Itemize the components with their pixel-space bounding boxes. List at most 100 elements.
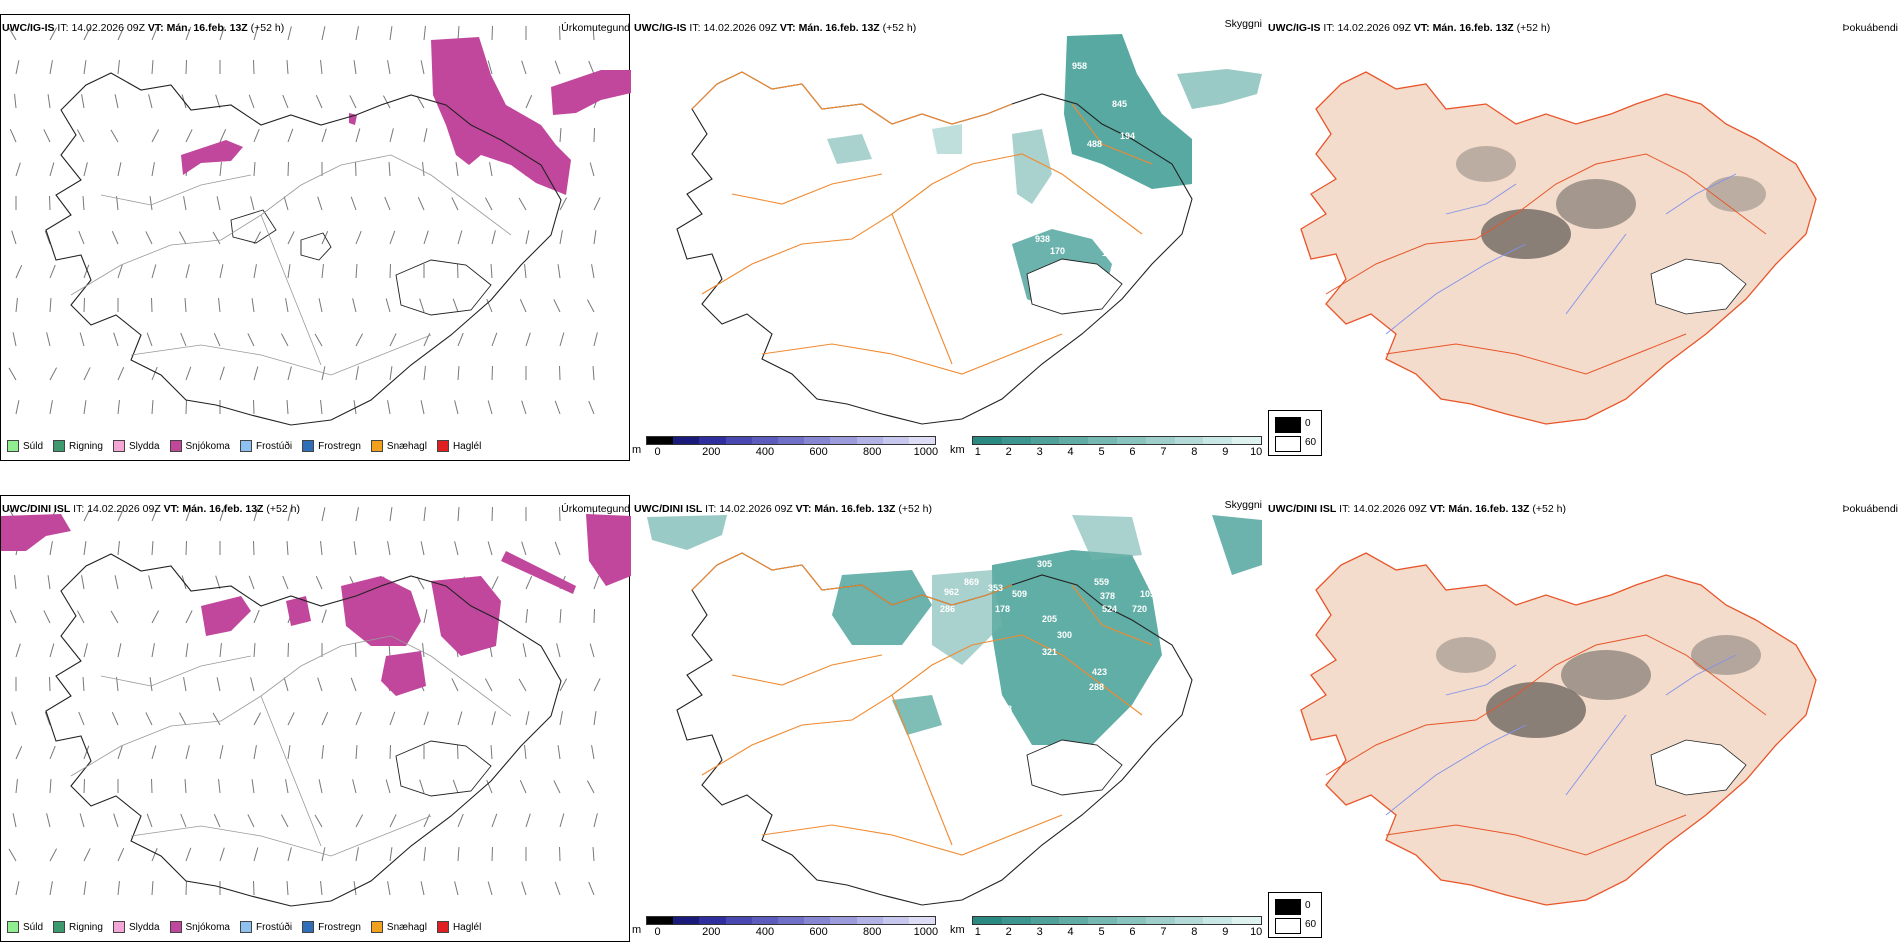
wind-barb <box>15 60 20 75</box>
colorbar-segment <box>1116 437 1146 444</box>
lead-time: (+52 h) <box>250 22 285 34</box>
legend-swatch <box>370 921 383 933</box>
wind-barb <box>454 881 459 896</box>
wind-barb <box>117 848 125 862</box>
init-time: 14.02.2026 09Z <box>1353 503 1427 515</box>
fog-dark-patch <box>1456 146 1516 182</box>
wind-barb <box>592 365 595 381</box>
legend-item: Slydda <box>112 440 160 452</box>
model-name: UWC/DINI ISL <box>2 503 71 515</box>
colorbar-tick: 4 <box>1067 926 1074 938</box>
wind-barb <box>216 677 221 692</box>
colorbar-segment <box>699 917 726 924</box>
wind-barb <box>248 575 255 590</box>
legend-swatch <box>7 921 19 933</box>
wind-barb <box>592 846 595 862</box>
wind-barb <box>83 60 87 75</box>
colorbar-tick: 3 <box>1036 446 1043 458</box>
wind-barb <box>389 711 396 726</box>
wind-barb <box>559 813 565 828</box>
roads <box>1325 153 1767 375</box>
wind-barb <box>451 197 459 211</box>
wind-barb <box>355 26 359 41</box>
wind-barb <box>253 366 259 381</box>
wind-barb <box>350 196 357 211</box>
legend-swatch <box>436 440 449 452</box>
colorbar-segment <box>1116 917 1146 924</box>
colorbar-segment <box>856 437 883 444</box>
wind-barb <box>14 575 17 590</box>
colorbar-segment <box>908 917 936 924</box>
legend-swatch <box>302 921 315 933</box>
wind-barb <box>213 333 221 347</box>
colorbar-segment <box>856 917 883 924</box>
legend-label: Súld <box>23 921 44 933</box>
wind-barb <box>593 575 600 590</box>
wind-barb <box>559 608 562 624</box>
wind-barb <box>591 264 595 279</box>
wind-barb <box>452 298 459 313</box>
wind-barb <box>15 779 18 794</box>
wind-barb <box>151 610 160 624</box>
colorbar-tick: 400 <box>755 926 775 938</box>
wind-barb <box>491 230 496 245</box>
legend-swatch <box>169 921 182 933</box>
colorbar-segment <box>673 437 700 444</box>
colorbar-segment <box>647 437 674 444</box>
wind-barb <box>419 298 425 313</box>
wind-barb <box>83 881 87 896</box>
wind-barb <box>484 678 493 692</box>
cloudbase-value-label: 23 <box>1002 704 1012 714</box>
glacier-outline <box>230 209 277 244</box>
wind-barb <box>111 712 119 726</box>
fog-dark-patch <box>1691 635 1761 675</box>
glacier-outline <box>300 232 332 261</box>
vt-label: VT: <box>163 503 180 515</box>
wind-barb <box>110 129 119 143</box>
panel-header-fog-2: UWC/DINI ISL IT: 14.02.2026 09Z VT: Mán.… <box>1268 503 1566 515</box>
lead-time: (+52 h) <box>882 22 917 34</box>
legend-item: Snjókoma <box>169 921 230 933</box>
wind-barb <box>457 25 460 41</box>
snow-area <box>431 37 571 195</box>
wind-barb <box>389 230 396 245</box>
init-time: 14.02.2026 09Z <box>703 22 777 34</box>
wind-barb <box>113 813 119 828</box>
fog-swatch-black <box>1275 417 1301 433</box>
wind-barb <box>586 299 595 313</box>
wind-barb <box>218 298 221 313</box>
wind-barb <box>151 26 158 41</box>
legend-swatch <box>112 921 125 933</box>
colorbar-segment <box>973 917 1002 924</box>
wind-barb <box>251 779 255 794</box>
wind-barb <box>350 677 357 692</box>
wind-barb <box>218 779 221 794</box>
wind-barb <box>389 26 393 41</box>
colorbar-segment <box>725 437 752 444</box>
valid-time: Mán. 16.feb. 13Z <box>798 22 880 34</box>
wind-barb <box>83 162 88 177</box>
cloudbase-value-label: 170 <box>1050 246 1065 256</box>
fog-swatch-white <box>1275 918 1301 934</box>
wind-barb <box>417 197 425 211</box>
wind-barb <box>321 26 326 41</box>
legend-label: Rigning <box>69 440 103 452</box>
wind-barb <box>423 333 431 347</box>
wind-barb <box>149 677 153 692</box>
legend-label: Rigning <box>69 921 103 933</box>
legend-label: Slydda <box>128 921 160 933</box>
fog-low-visibility-area <box>1212 515 1262 575</box>
colorbar-tick: 1 <box>974 446 981 458</box>
wind-barb <box>151 129 160 143</box>
valid-time: Mán. 16.feb. 13Z <box>182 503 264 515</box>
cloudbase-value-label: 353 <box>988 583 1003 593</box>
legend-item: Frostúði <box>239 440 292 452</box>
wind-barb <box>83 27 91 41</box>
wind-barb <box>247 333 255 347</box>
wind-barb <box>320 881 323 896</box>
wind-barb <box>49 745 56 760</box>
vt-label: VT: <box>1413 22 1430 34</box>
wind-barb <box>487 400 493 415</box>
wind-barb <box>525 609 528 624</box>
wind-barb <box>148 575 153 590</box>
